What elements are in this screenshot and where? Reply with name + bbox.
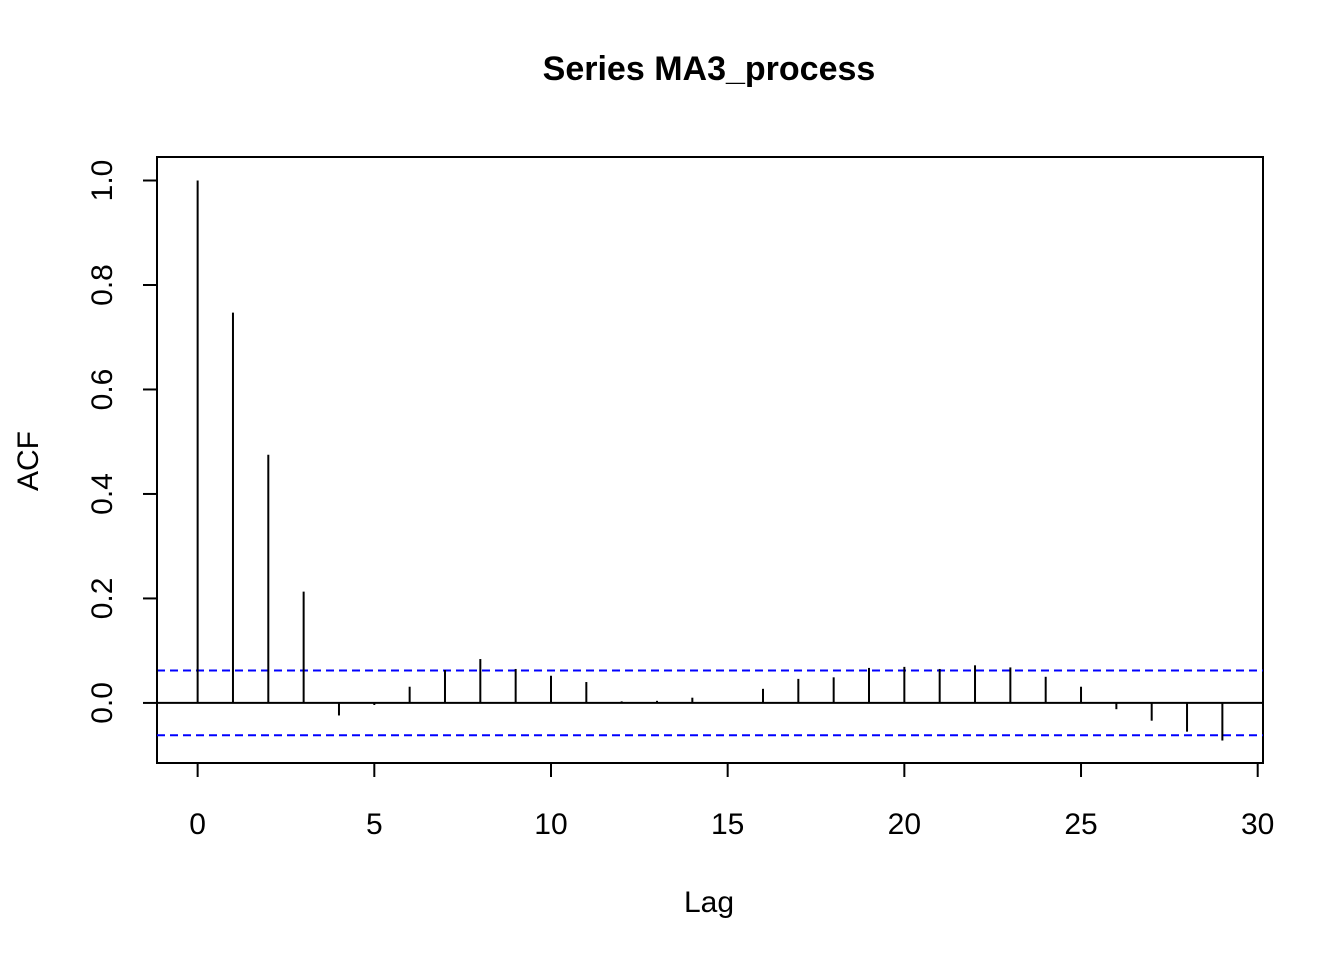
x-tick-label: 10 xyxy=(534,808,567,841)
x-tick-label: 15 xyxy=(711,808,744,841)
plot-box xyxy=(156,156,1264,764)
y-axis-label: ACF xyxy=(12,431,45,491)
y-tick-label: 0.4 xyxy=(86,473,119,515)
y-tick-label: 0.0 xyxy=(86,682,119,724)
x-axis-label: Lag xyxy=(684,886,734,919)
y-tick-label: 0.8 xyxy=(86,264,119,306)
y-tick-label: 0.2 xyxy=(86,578,119,620)
y-tick-label: 1.0 xyxy=(86,160,119,202)
x-tick-label: 25 xyxy=(1064,808,1097,841)
chart-title: Series MA3_process xyxy=(543,50,876,88)
x-tick-label: 20 xyxy=(888,808,921,841)
y-tick-label: 0.6 xyxy=(86,369,119,411)
x-tick-label: 5 xyxy=(366,808,383,841)
x-tick-label: 0 xyxy=(189,808,206,841)
x-tick-label: 30 xyxy=(1241,808,1274,841)
